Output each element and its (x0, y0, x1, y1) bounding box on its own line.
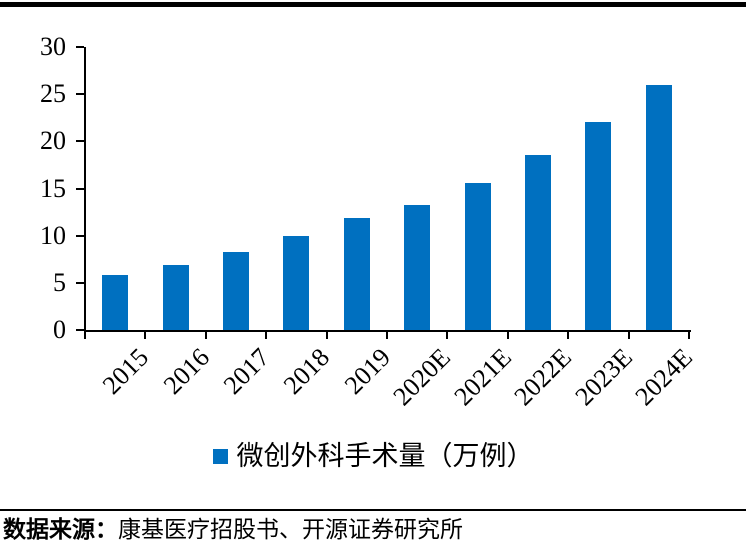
x-category-label: 2023E (568, 342, 638, 412)
x-category-label: 2017 (217, 342, 276, 400)
y-axis-tick (76, 46, 84, 48)
x-axis-tick (446, 332, 449, 339)
y-axis-tick (76, 234, 84, 237)
bar (223, 251, 249, 330)
top-border-line (0, 2, 746, 7)
bar (645, 84, 672, 330)
bar (102, 275, 129, 330)
x-axis-tick (265, 332, 268, 339)
x-category-label: 2024E (629, 342, 698, 412)
x-category-label: 2016 (157, 342, 215, 400)
x-axis-tick (506, 332, 509, 339)
bar (464, 182, 491, 330)
bar (162, 264, 189, 330)
legend-color-swatch (212, 448, 228, 464)
x-axis-tick (567, 332, 570, 339)
bar (343, 217, 370, 330)
y-axis-tick-label: 30 (40, 32, 66, 61)
y-axis-tick (76, 93, 84, 96)
x-axis-tick (84, 332, 86, 339)
legend-label: 微创外科手术量（万例） (236, 441, 534, 471)
y-axis-tick (76, 329, 84, 331)
y-axis-tick-label: 0 (53, 315, 66, 344)
y-axis-tick-label: 25 (40, 79, 66, 109)
x-category-label: 2021E (448, 342, 517, 412)
bar (525, 154, 551, 330)
y-axis-tick-label: 5 (53, 267, 66, 297)
x-axis-tick (144, 332, 147, 339)
bar (283, 235, 310, 330)
y-axis-line (84, 47, 86, 332)
x-axis-line (84, 330, 691, 332)
y-axis-tick-label: 20 (40, 126, 66, 156)
y-axis-tick-label: 15 (40, 173, 66, 203)
x-category-label: 2020E (387, 342, 457, 412)
footer-separator-line (0, 509, 746, 511)
chart-legend: 微创外科手术量（万例） (0, 441, 746, 471)
y-axis-tick (76, 140, 84, 143)
x-axis-tick (325, 332, 328, 339)
y-axis-tick-label: 10 (40, 220, 66, 250)
x-category-label: 2022E (508, 342, 578, 412)
data-source-text: 康基医疗招股书、开源证券研究所 (118, 517, 463, 542)
x-category-label: 2015 (97, 342, 155, 400)
x-axis-tick (627, 332, 630, 339)
data-source-note: 数据来源：康基医疗招股书、开源证券研究所 (3, 515, 743, 545)
x-axis-tick (204, 332, 207, 339)
x-axis-tick (386, 332, 388, 339)
x-axis-tick (688, 332, 690, 339)
y-axis-tick (76, 281, 84, 284)
bar (404, 205, 431, 330)
data-source-prefix: 数据来源： (3, 517, 118, 542)
x-category-label: 2018 (278, 342, 336, 400)
bar (585, 122, 612, 330)
y-axis-tick (76, 187, 84, 190)
